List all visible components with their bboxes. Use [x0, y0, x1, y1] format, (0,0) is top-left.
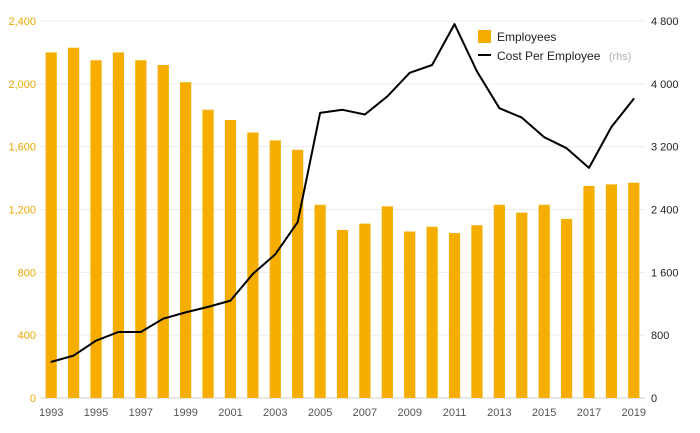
employees-bar	[135, 60, 147, 398]
cost-per-employee-point	[543, 136, 545, 139]
x-axis-tick-label: 1999	[173, 407, 197, 419]
cost-per-employee-point	[184, 311, 187, 314]
employees-bar	[583, 185, 595, 398]
employees-bar	[359, 223, 371, 398]
x-axis-ticks: 1993 1995 1997 1999 2001 2003 2005 2007 2009 2011…	[39, 407, 646, 419]
x-axis-tick-label: 1995	[84, 407, 108, 419]
cost-per-employee-point	[72, 354, 75, 357]
left-axis-tick-label: 800	[18, 267, 36, 279]
employees-bar	[224, 119, 237, 399]
employees-bar	[202, 109, 214, 399]
employees-bar	[336, 229, 349, 398]
left-axis-tick-label: 2,000	[8, 79, 36, 91]
x-axis-tick-label: 2015	[532, 407, 556, 419]
cost-per-employee-point	[252, 273, 254, 275]
cost-per-employee-point	[632, 97, 635, 100]
employees-bar	[180, 82, 192, 398]
left-axis-tick-label: 1,600	[8, 142, 36, 154]
x-axis-tick-label: 2017	[577, 407, 601, 419]
employees-bar	[45, 52, 57, 399]
cost-per-employee-point	[408, 72, 411, 74]
right-axis-tick-label: 0	[651, 393, 657, 405]
right-axis-tick-label: 4 800	[651, 16, 679, 28]
employees-bar	[538, 204, 550, 398]
cost-per-employee-point	[364, 113, 366, 116]
employees-bar	[269, 140, 281, 398]
cost-per-employee-point	[140, 331, 142, 333]
legend-swatch-employees	[478, 30, 491, 43]
cost-per-employee-line-group	[50, 23, 635, 363]
cost-per-employee-point	[229, 299, 232, 302]
x-axis-tick-label: 1993	[39, 407, 63, 419]
cost-per-employee-point	[207, 306, 209, 308]
employees-bar	[90, 60, 102, 398]
cost-per-employee-point	[341, 108, 344, 111]
cost-per-employee-point	[498, 107, 501, 109]
right-axis-tick-label: 3 200	[651, 142, 679, 154]
cost-per-employee-point	[431, 64, 433, 66]
left-axis-tick-label: 1,200	[8, 205, 36, 217]
left-axis-tick-label: 400	[18, 330, 36, 342]
employees-bar	[247, 132, 259, 398]
left-axis-tick-label: 0	[30, 393, 36, 405]
cost-per-employee-point	[319, 112, 321, 114]
cost-per-employee-point	[50, 361, 53, 363]
cost-per-employee-point	[117, 331, 120, 333]
cost-per-employee-point	[274, 253, 277, 256]
cost-per-employee-point	[588, 167, 590, 169]
legend: Employees Cost Per Employee (rhs)	[478, 30, 631, 64]
x-axis-tick-label: 2019	[622, 407, 646, 419]
x-axis-tick-label: 2003	[263, 407, 287, 419]
cost-per-employee-point	[610, 126, 613, 128]
right-axis-tick-label: 4 000	[651, 79, 679, 91]
left-axis-ticks: 0 400 800 1,200 1,600 2,000 2,400	[8, 16, 36, 405]
cost-per-employee-point	[296, 221, 299, 223]
employees-bar	[426, 226, 438, 398]
x-axis-tick-label: 2001	[218, 407, 242, 419]
cost-per-employee-point	[386, 95, 389, 98]
employees-bar	[560, 218, 573, 398]
right-axis-tick-label: 1 600	[651, 267, 679, 279]
legend-label-employees: Employees	[497, 30, 556, 44]
x-axis-tick-label: 2007	[353, 407, 377, 419]
legend-label-cost-per-employee: Cost Per Employee (rhs)	[497, 47, 631, 64]
employees-bar	[471, 225, 483, 398]
cost-per-employee-point	[476, 70, 478, 73]
employees-bar	[112, 52, 125, 399]
employees-bar	[448, 233, 461, 398]
cost-per-employee-point	[453, 23, 456, 25]
employees-bars	[45, 47, 640, 399]
employees-bar	[157, 64, 169, 398]
x-axis-tick-label: 2011	[443, 407, 467, 419]
employees-bar	[605, 184, 617, 398]
employees-bar	[381, 206, 393, 398]
x-axis-tick-label: 2009	[397, 407, 421, 419]
employees-bar	[314, 204, 326, 398]
x-axis-tick-label: 2013	[487, 407, 511, 419]
right-axis-ticks: 0 800 1 600 2 400 3 200 4 000 4 800	[651, 16, 679, 405]
employees-bar	[493, 204, 505, 398]
cost-per-employee-point	[565, 147, 568, 150]
right-axis-tick-label: 2 400	[651, 205, 679, 217]
employees-bar	[68, 47, 80, 399]
employees-bar	[516, 212, 528, 398]
cost-per-employee-point	[520, 116, 523, 119]
left-axis-tick-label: 2,400	[8, 16, 36, 28]
employees-bar	[404, 231, 416, 398]
x-axis-tick-label: 1997	[129, 407, 153, 419]
x-axis-tick-label: 2005	[308, 407, 332, 419]
employees-bar	[628, 182, 640, 398]
cost-per-employee-point	[95, 339, 97, 342]
right-axis-tick-label: 800	[651, 330, 669, 342]
cost-per-employee-point	[162, 317, 165, 320]
employees-bar	[292, 149, 304, 398]
